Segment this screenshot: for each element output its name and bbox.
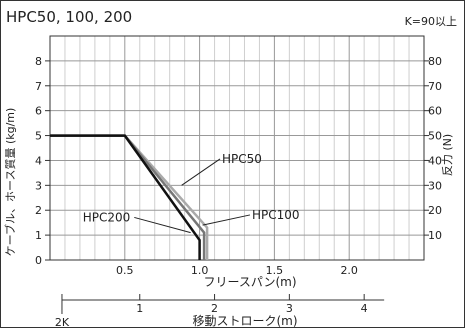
- y-tick-label: 0: [35, 254, 42, 267]
- y-tick-label: 3: [35, 179, 42, 192]
- series-layer: [50, 134, 209, 260]
- coefficient-note: K=90以上: [405, 15, 457, 28]
- x-tick-label: 2.0: [340, 264, 358, 277]
- y2-tick-label: 60: [428, 105, 442, 118]
- y-tick-label: 6: [35, 105, 42, 118]
- chart-title: HPC50, 100, 200: [6, 8, 132, 26]
- annotation-label: HPC200: [83, 210, 131, 224]
- y-tick-label: 1: [35, 229, 42, 242]
- y2-tick-label: 80: [428, 55, 442, 68]
- y2-tick-label: 40: [428, 154, 442, 167]
- plot-frame: [49, 35, 425, 261]
- y-tick-label: 7: [35, 80, 42, 93]
- x-axis-label: フリースパン(m): [203, 275, 296, 289]
- labels: 0 1 2 3 4 5 6 7 8 10 20 30 40 50 60 70 80 0.5 1.0 1.5 2.0 HPC…: [35, 55, 442, 277]
- y2-tick-label: 20: [428, 204, 442, 217]
- annotation-leader: [181, 158, 221, 186]
- stroke-axis: 2K 1 2 3 4: [55, 294, 385, 328]
- annotation-label: HPC100: [252, 208, 300, 222]
- annotation-leader: [202, 214, 251, 226]
- series-line-hpc200: [50, 134, 201, 260]
- x2-axis-label: 移動ストローク(m): [192, 314, 297, 328]
- x2-tick-label: 2: [211, 302, 218, 315]
- x2-tick-label: 2K: [55, 316, 70, 328]
- x-tick-label: 1.5: [266, 264, 284, 277]
- y-tick-label: 5: [35, 130, 42, 143]
- y2-tick-label: 30: [428, 179, 442, 192]
- x2-tick-label: 4: [361, 302, 368, 315]
- annotation-leader: [134, 216, 191, 234]
- y2-tick-label: 10: [428, 229, 442, 242]
- x-tick-label: 0.5: [116, 264, 134, 277]
- y2-tick-label: 50: [428, 130, 442, 143]
- y-tick-label: 4: [35, 154, 42, 167]
- y-tick-label: 2: [35, 204, 42, 217]
- y2-tick-label: 70: [428, 80, 442, 93]
- annotation-label: HPC50: [222, 152, 262, 166]
- x2-tick-label: 3: [286, 302, 293, 315]
- y-tick-label: 8: [35, 55, 42, 68]
- y-axis-label-right: 反力 (N): [441, 134, 454, 176]
- x2-tick-label: 1: [136, 302, 143, 315]
- x-tick-label: 1.0: [191, 264, 209, 277]
- y-axis-label-left: ケーブル、ホース質量 (kg/m): [3, 108, 17, 257]
